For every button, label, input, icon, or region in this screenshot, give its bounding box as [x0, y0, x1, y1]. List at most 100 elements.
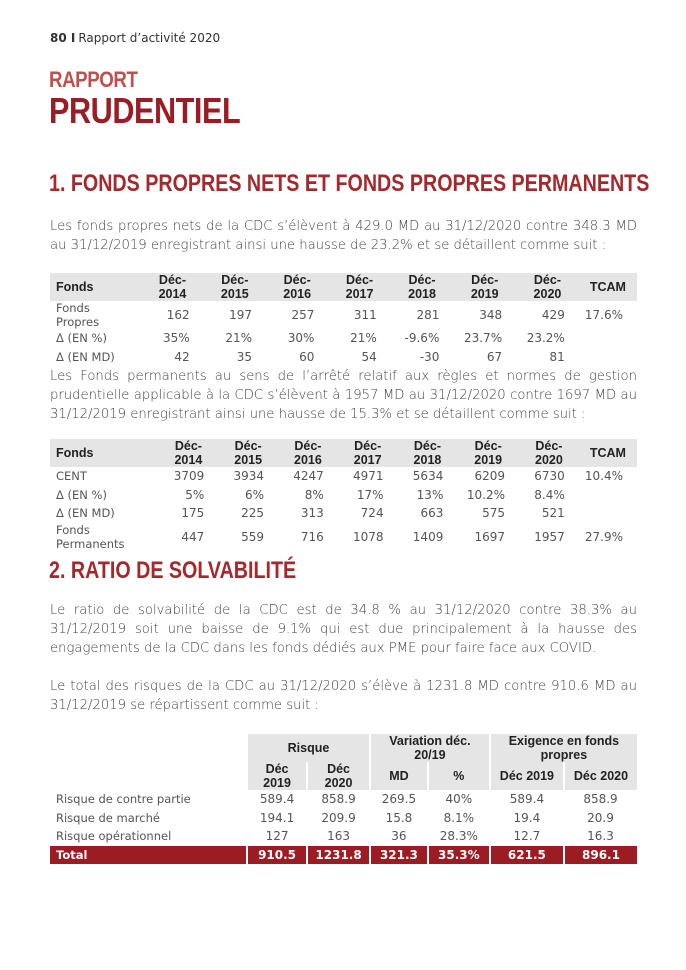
group-header: Risque	[246, 734, 370, 762]
heading-line1: RAPPORT	[49, 67, 138, 92]
table-cell: 60	[299, 349, 315, 364]
table-cell: 1078	[353, 529, 384, 544]
table-cell: 54	[361, 349, 377, 364]
table-cell: 8%	[304, 487, 324, 502]
table-row: Δ (EN %) 35% 21% 30% 21% -9.6% 23.7% 23.2%	[50, 329, 637, 348]
page-header: 80 I Rapport d’activité 2020	[50, 31, 220, 45]
header-cell: Déc-2020	[519, 439, 579, 467]
table-cell: 8.4%	[534, 487, 565, 502]
table: Risque Variation déc. 20/19 Exigence en fo…	[50, 734, 637, 864]
section-title: 1. FONDS PROPRES NETS ET FONDS PROPRES P…	[49, 170, 650, 197]
total-cell: 1231.8	[306, 845, 370, 864]
table-cell: Δ (EN %)	[56, 487, 107, 502]
table-cell: 724	[360, 506, 384, 521]
table-cell: 20.9	[587, 810, 614, 825]
paragraph: Les fonds propres nets de la CDC s’élève…	[50, 219, 637, 253]
table-cell: 17%	[356, 487, 384, 502]
paragraph: Les Fonds permanents au sens de l’arrêté…	[50, 369, 637, 422]
table-cell: Risque de marché	[56, 810, 160, 825]
group-header: Variation déc. 20/19	[369, 734, 490, 762]
table-cell: 36	[391, 829, 407, 844]
subheader-cell: Déc 2020	[306, 762, 370, 790]
table-cell: 225	[241, 506, 265, 521]
table-cell: 21%	[350, 331, 377, 346]
header-cell: Déc-2020	[516, 273, 579, 301]
table-cell: 19.4	[513, 810, 541, 825]
total-cell: 35.3%	[426, 845, 490, 864]
group-row: Risque Variation déc. 20/19 Exigence en fo…	[50, 734, 637, 790]
table-cell: -9.6%	[404, 331, 440, 346]
table-cell: 6%	[245, 487, 265, 502]
table-cell: 12.7	[513, 829, 541, 844]
header-row: Fonds Déc-2014 Déc-2015 Déc-2016 Déc-2017 Déc…	[50, 273, 637, 301]
table-cell: 35%	[162, 331, 190, 346]
header-cell: Déc-2018	[397, 439, 458, 467]
table-cell: 269.5	[381, 792, 417, 807]
header-cell: Fonds	[50, 273, 142, 301]
table-cell: Fonds Permanents	[56, 522, 125, 551]
header-cell: Déc-2014	[141, 273, 204, 301]
header-cell: Déc-2019	[457, 439, 520, 467]
subheader-cell: MD	[369, 762, 428, 790]
table-cell: 162	[166, 308, 190, 322]
table-row: Risque opérationnel 127 163 36 28.3% 12.7 16.3	[50, 827, 637, 846]
table-cell: Δ (EN MD)	[56, 506, 115, 521]
table-cell: 10.2%	[466, 487, 506, 502]
table-cell: 27.9%	[584, 529, 623, 544]
total-row: Total 910.5 1231.8 321.3 35.3% 621.5 896.1	[50, 845, 637, 864]
header-cell: Déc-2014	[158, 439, 219, 467]
table: Fonds Déc-2014 Déc-2015 Déc-2016 Déc-2017 Déc…	[50, 273, 637, 366]
header-cell: Déc-2018	[390, 273, 454, 301]
subheader-row: Déc 2019 Déc 2020 MD% Déc 2019 Déc 2020	[50, 762, 637, 790]
table-cell: 858.9	[321, 792, 356, 807]
total-cell: 321.3	[369, 845, 428, 864]
empty-cell	[579, 348, 637, 367]
subheader-cell: Déc 2019	[245, 762, 308, 790]
table-row: Risque de contre partie 589.4 858.9 269.5 40…	[50, 790, 637, 809]
total-cell: 910.5	[245, 845, 308, 864]
blank-cell	[50, 734, 247, 790]
table-row: Δ (EN %) 5% 6% 8% 17% 13% 10.2% 8.4%	[50, 486, 637, 505]
header-cell: Déc-2017	[328, 273, 391, 301]
table-cell: -30	[419, 349, 440, 364]
paragraph: Le total des risques de la CDC au 31/12/…	[50, 679, 637, 713]
table-cell: Risque de contre partie	[56, 792, 191, 807]
table-cell: 5634	[412, 469, 444, 484]
table-cell: 6730	[534, 469, 565, 484]
header-cell: Déc-2016	[266, 273, 329, 301]
table-cell: 10.4%	[584, 469, 623, 484]
table-row: Fonds Propres 162 197 257 311 281 348 429 17.6%	[50, 301, 637, 329]
table-cell: 194.1	[259, 810, 295, 825]
subheader-cell: %	[426, 762, 490, 790]
header-cell: Déc-2015	[218, 439, 279, 467]
table-cell: 6209	[474, 469, 506, 484]
table-cell: 23.2%	[526, 331, 565, 346]
table-cell: 589.4	[509, 792, 545, 807]
header-cell: Déc-2019	[453, 273, 517, 301]
table-cell: 858.9	[583, 792, 618, 807]
table-cell: 30%	[287, 331, 315, 346]
table-cell: 13%	[416, 487, 444, 502]
table-cell: 197	[229, 308, 253, 322]
table-cell: 42	[174, 349, 190, 364]
table-cell: 1409	[412, 529, 444, 544]
table-row: Δ (EN MD) 42 35 60 54 -30 67 81	[50, 348, 637, 367]
subheader-cell: Déc 2020	[562, 762, 637, 790]
total-cell: 621.5	[488, 845, 564, 864]
table-cell: 313	[300, 506, 324, 521]
table-cell: 17.6%	[584, 308, 623, 322]
header-cell: Déc-2016	[278, 439, 338, 467]
table-cell: 521	[541, 506, 565, 521]
table-cell: 209.9	[321, 810, 356, 825]
table-cell: 311	[353, 308, 377, 322]
table-cell: 1697	[474, 529, 506, 544]
table-cell: 28.3%	[439, 829, 478, 844]
table-cell: 429	[541, 308, 565, 322]
table-cell: 67	[486, 349, 503, 364]
table-cell: 3709	[173, 469, 205, 484]
subheader-cell: Déc 2019	[488, 762, 564, 790]
page-number: 80 I	[50, 31, 76, 45]
table-cell: 3934	[233, 469, 265, 484]
group-header: Exigence en fonds propres	[488, 734, 637, 762]
